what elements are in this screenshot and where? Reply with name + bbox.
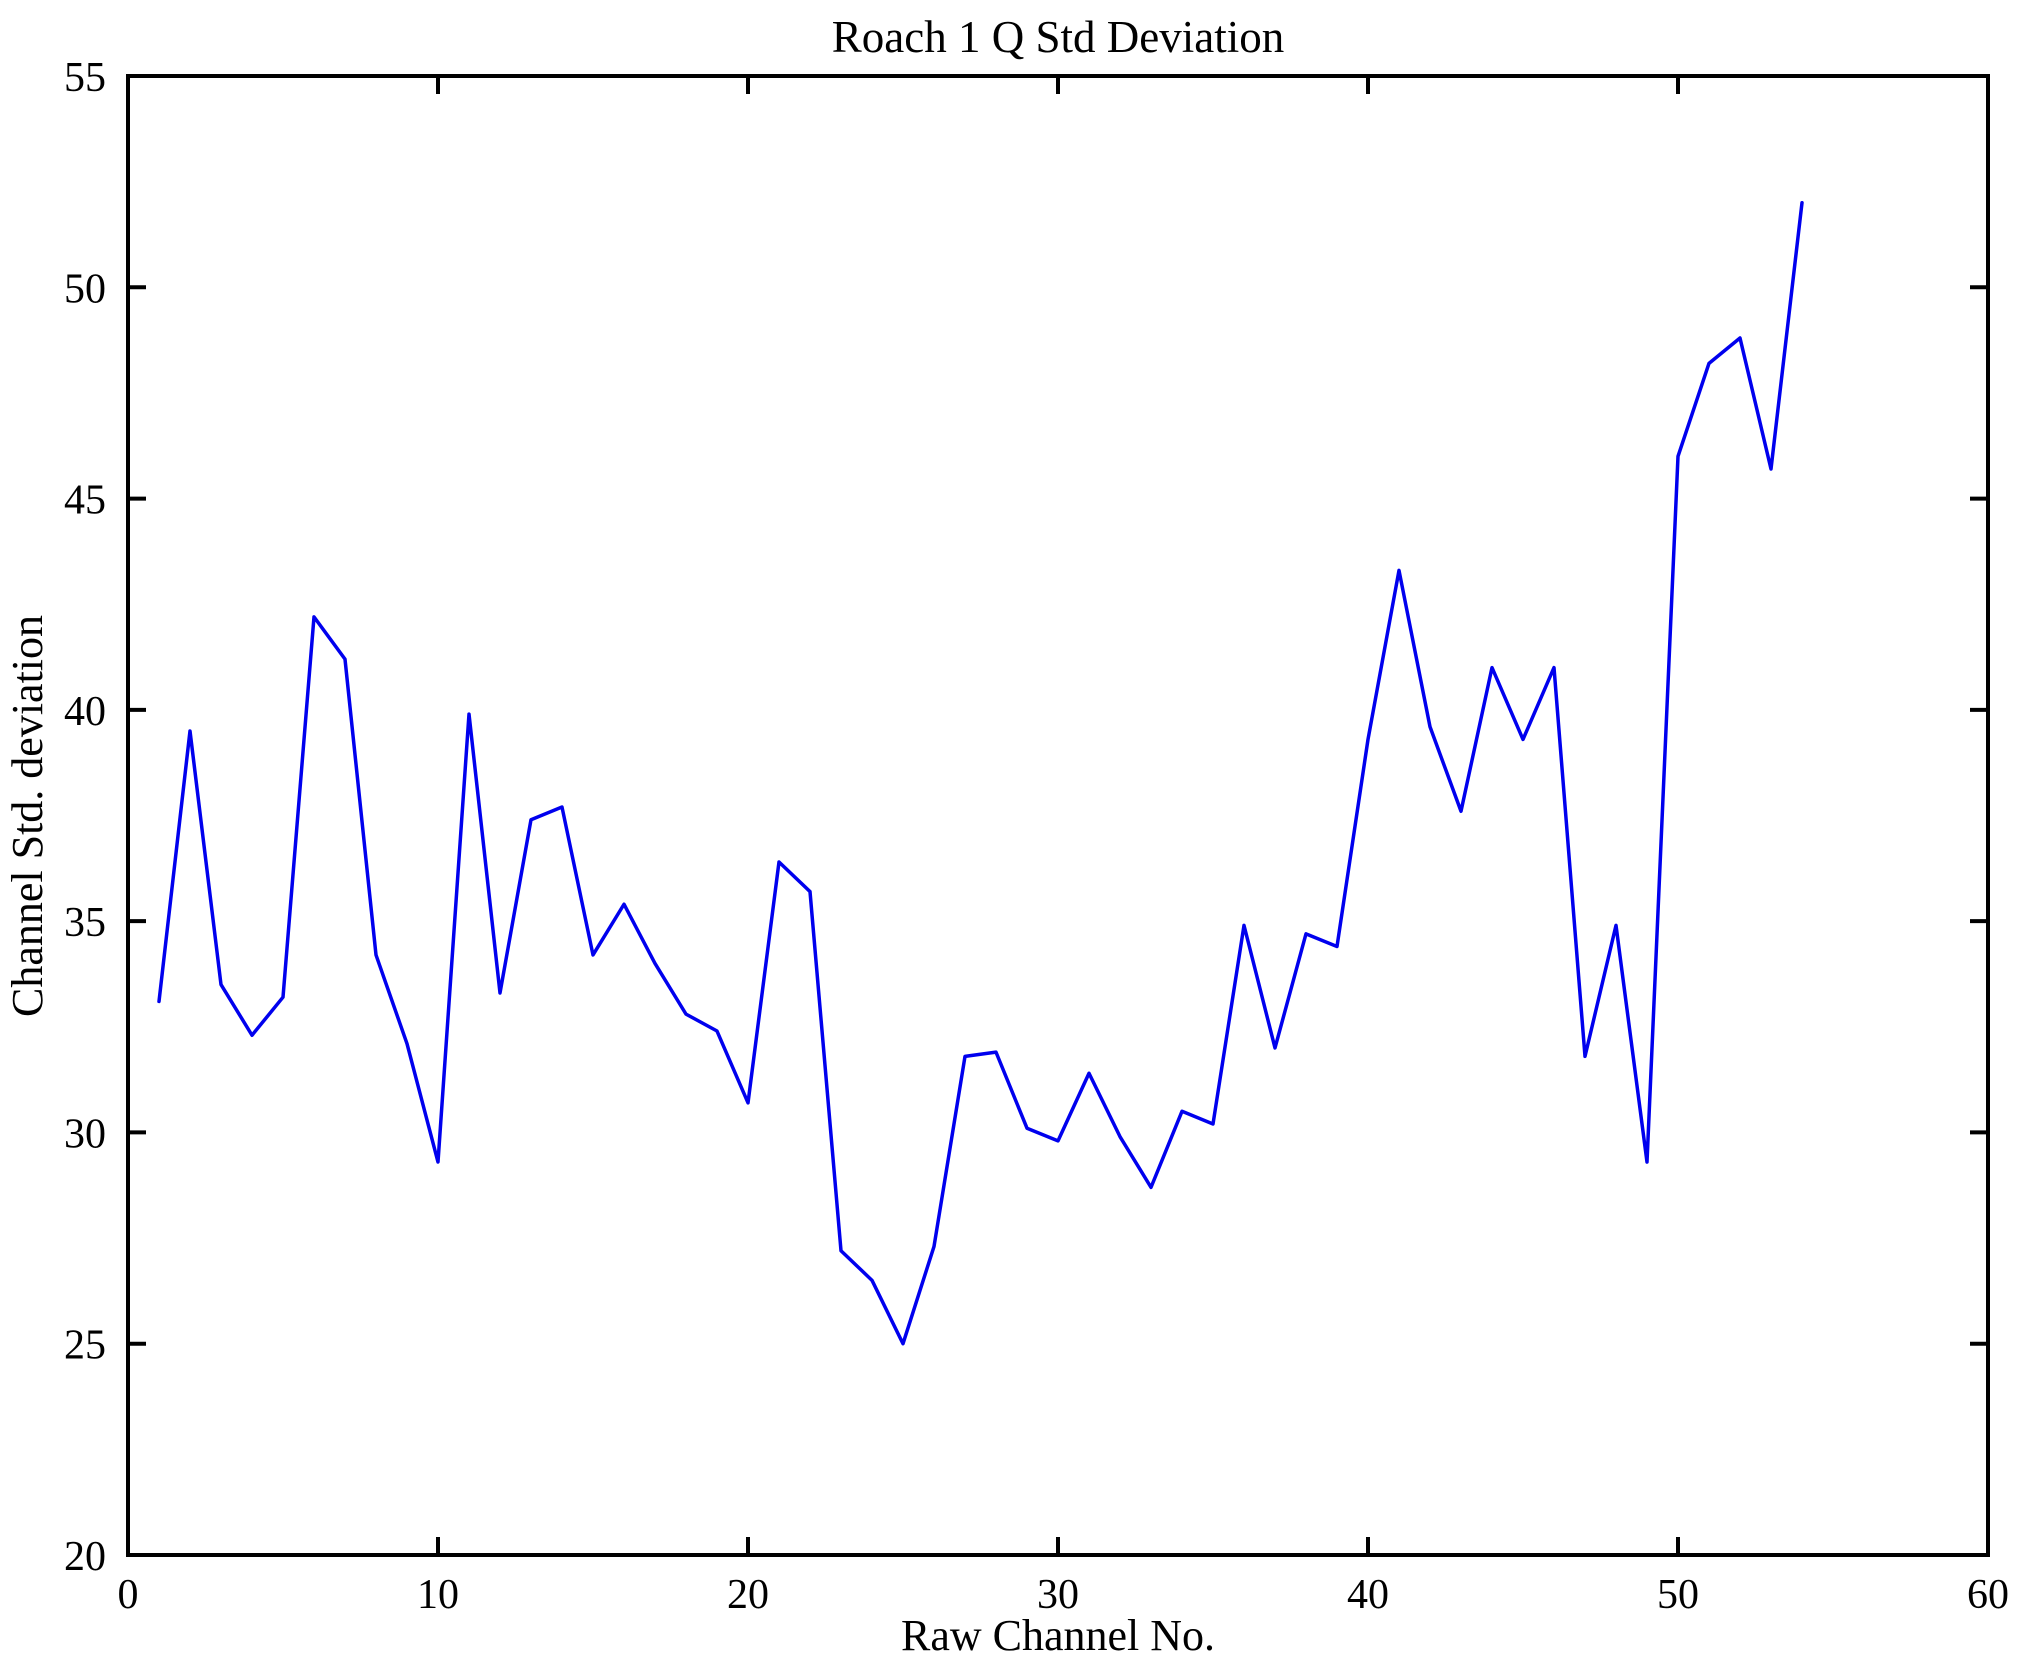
y-tick-label: 35 (64, 900, 106, 946)
data-line (157, 201, 1804, 1346)
x-tick-label: 0 (118, 1572, 139, 1618)
plot-border (126, 74, 1990, 1557)
y-tick-label: 30 (64, 1111, 106, 1157)
y-tick-label: 20 (64, 1534, 106, 1580)
x-tick-label: 30 (1037, 1572, 1079, 1618)
y-tick-label: 45 (64, 478, 106, 524)
chart-title: Roach 1 Q Std Deviation (832, 12, 1284, 62)
y-tick-label: 25 (64, 1323, 106, 1369)
x-tick-label: 40 (1347, 1572, 1389, 1618)
y-tick-label: 50 (64, 266, 106, 312)
x-tick-label: 60 (1967, 1572, 2009, 1618)
y-tick-label: 55 (64, 55, 106, 101)
y-axis-label: Channel Std. deviation (3, 615, 52, 1017)
x-tick-label: 50 (1657, 1572, 1699, 1618)
x-tick-label: 10 (417, 1572, 459, 1618)
x-tick-label: 20 (727, 1572, 769, 1618)
axis-ticks (126, 74, 1990, 1557)
x-axis-label: Raw Channel No. (901, 1611, 1215, 1660)
axis-tick-labels: 0 10 20 30 40 50 60 20 25 30 35 40 45 50 55 (64, 55, 2009, 1618)
y-tick-label: 40 (64, 689, 106, 735)
